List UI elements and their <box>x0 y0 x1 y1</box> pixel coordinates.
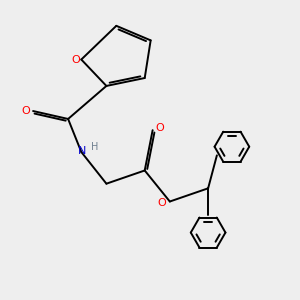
Text: O: O <box>71 55 80 64</box>
Text: O: O <box>158 199 166 208</box>
Text: O: O <box>155 123 164 133</box>
Text: N: N <box>78 146 86 156</box>
Text: H: H <box>91 142 98 152</box>
Text: O: O <box>22 106 31 116</box>
